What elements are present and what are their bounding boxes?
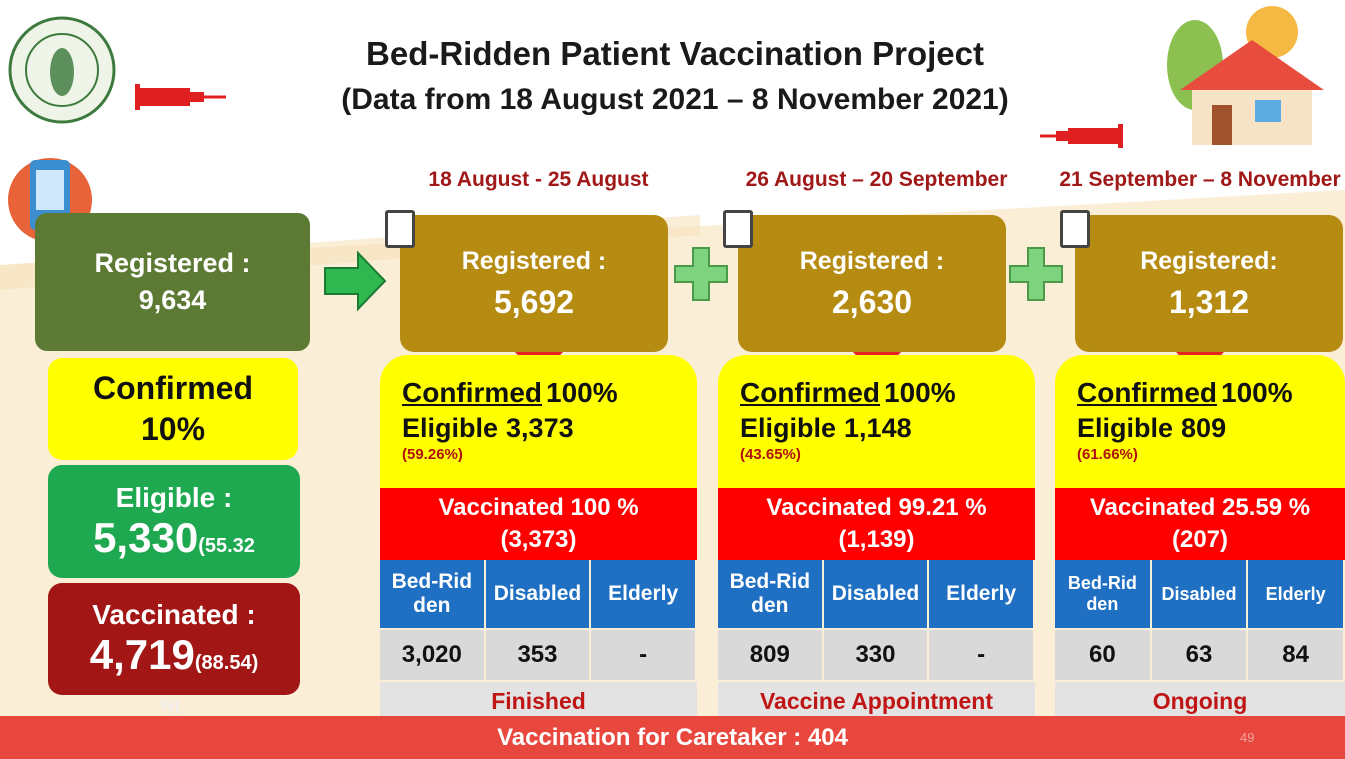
status: Finished bbox=[380, 682, 697, 720]
summary-registered-box: Registered : 9,634 bbox=[35, 213, 310, 351]
confirmed-label: Confirmed bbox=[1077, 377, 1217, 408]
label: Eligible : bbox=[116, 482, 233, 514]
confirmed-label: Confirmed bbox=[402, 377, 542, 408]
table-header: Elderly bbox=[1248, 560, 1343, 628]
vaccinated-percent: Vaccinated 100 % bbox=[438, 494, 638, 522]
table-header: Bed-Ridden bbox=[1055, 560, 1150, 628]
registered-box: Registered: 1,312 bbox=[1075, 215, 1343, 352]
table-value: 3,020 bbox=[380, 630, 484, 680]
eligible-percent: (61.66%) bbox=[1077, 446, 1345, 463]
label: Registered : bbox=[94, 248, 250, 279]
label: Registered : bbox=[800, 247, 944, 276]
table-header: Disabled bbox=[824, 560, 928, 628]
slide: Bed-Ridden Patient Vaccination Project (… bbox=[0, 0, 1345, 759]
icon bbox=[385, 210, 415, 248]
value: 10% bbox=[141, 411, 205, 448]
eligible-label: Eligible bbox=[402, 413, 498, 443]
vaccinated-box: Vaccinated 100 % (3,373) bbox=[380, 488, 697, 560]
value: 2,630 bbox=[832, 284, 912, 321]
vaccinated-count: (3,373) bbox=[500, 526, 576, 554]
table-header: Disabled bbox=[1152, 560, 1247, 628]
table-header: Bed-Ridden bbox=[718, 560, 822, 628]
label: Confirmed bbox=[93, 370, 253, 407]
summary-eligible-box: Eligible : 5,330(55.32 bbox=[48, 465, 300, 578]
phase: 26 August – 20 September Registered : 2,63… bbox=[718, 160, 1035, 720]
eligible-percent: (43.65%) bbox=[740, 446, 1035, 463]
table-value: 330 bbox=[824, 630, 928, 680]
label: Vaccinated : bbox=[92, 599, 255, 631]
table-header: Elderly bbox=[929, 560, 1033, 628]
eligible-line: Eligible 1,148 bbox=[740, 413, 1035, 444]
label: Registered: bbox=[1140, 247, 1278, 276]
value: 4,719 bbox=[90, 631, 195, 678]
registered-box: Registered : 2,630 bbox=[738, 215, 1006, 352]
vaccinated-box: Vaccinated 99.21 % (1,139) bbox=[718, 488, 1035, 560]
period: 18 August - 25 August bbox=[380, 168, 697, 192]
summary-confirmed-box: Confirmed 10% bbox=[48, 358, 298, 460]
icon bbox=[723, 210, 753, 248]
eligible-label: Eligible bbox=[740, 413, 836, 443]
period: 26 August – 20 September bbox=[718, 168, 1035, 192]
eligible-value: 3,373 bbox=[506, 413, 574, 443]
confirmed-value: 100% bbox=[884, 377, 956, 408]
table-value: 84 bbox=[1248, 630, 1343, 680]
confirmed-label: Confirmed bbox=[740, 377, 880, 408]
confirmed-value: 100% bbox=[546, 377, 618, 408]
label: Registered : bbox=[462, 247, 606, 276]
table-value: - bbox=[929, 630, 1033, 680]
value: 1,312 bbox=[1169, 284, 1249, 321]
phase: 18 August - 25 August Registered : 5,692 Co… bbox=[380, 160, 697, 720]
eligible-value: 1,148 bbox=[844, 413, 912, 443]
vaccinated-percent: Vaccinated 25.59 % bbox=[1090, 494, 1310, 522]
page-number: 49 bbox=[1240, 730, 1254, 745]
table-header: Bed-Ridden bbox=[380, 560, 484, 628]
value: 5,692 bbox=[494, 284, 574, 321]
vaccinated-count: (1,139) bbox=[838, 526, 914, 554]
vaccinated-box: Vaccinated 25.59 % (207) bbox=[1055, 488, 1345, 560]
registered-box: Registered : 5,692 bbox=[400, 215, 668, 352]
table-value: - bbox=[591, 630, 695, 680]
period: 21 September – 8 November bbox=[1055, 168, 1345, 192]
percent: (88.54) bbox=[195, 652, 258, 674]
vaccinated-percent: Vaccinated 99.21 % bbox=[766, 494, 986, 522]
eligible-label: Eligible bbox=[1077, 413, 1173, 443]
percent: (55.32 bbox=[198, 535, 255, 557]
status: Ongoing bbox=[1055, 682, 1345, 720]
icon bbox=[1060, 210, 1090, 248]
table-value: 809 bbox=[718, 630, 822, 680]
eligible-percent: (59.26%) bbox=[402, 446, 697, 463]
status: Vaccine Appointment bbox=[718, 682, 1035, 720]
phase: 21 September – 8 November Registered: 1,31… bbox=[1055, 160, 1345, 720]
caretaker: Vaccination for Caretaker : 404 bbox=[497, 724, 848, 752]
table-value: 353 bbox=[486, 630, 590, 680]
footer-bar: Vaccination for Caretaker : 404 bbox=[0, 716, 1345, 759]
summary-vaccinated-box: Vaccinated : 4,719(88.54) bbox=[48, 583, 300, 695]
percent-tail: %) bbox=[160, 698, 180, 716]
table-value: 63 bbox=[1152, 630, 1247, 680]
table-header: Disabled bbox=[486, 560, 590, 628]
table-value: 60 bbox=[1055, 630, 1150, 680]
confirmed-value: 100% bbox=[1221, 377, 1293, 408]
value: 5,330 bbox=[93, 514, 198, 561]
title: Bed-Ridden Patient Vaccination Project bbox=[250, 34, 1100, 74]
value: 9,634 bbox=[139, 285, 207, 316]
subtitle: (Data from 18 August 2021 – 8 November 2… bbox=[250, 80, 1100, 120]
eligible-line: Eligible 809 bbox=[1077, 413, 1345, 444]
table-header: Elderly bbox=[591, 560, 695, 628]
vaccinated-count: (207) bbox=[1172, 526, 1228, 554]
eligible-value: 809 bbox=[1181, 413, 1226, 443]
eligible-line: Eligible 3,373 bbox=[402, 413, 697, 444]
